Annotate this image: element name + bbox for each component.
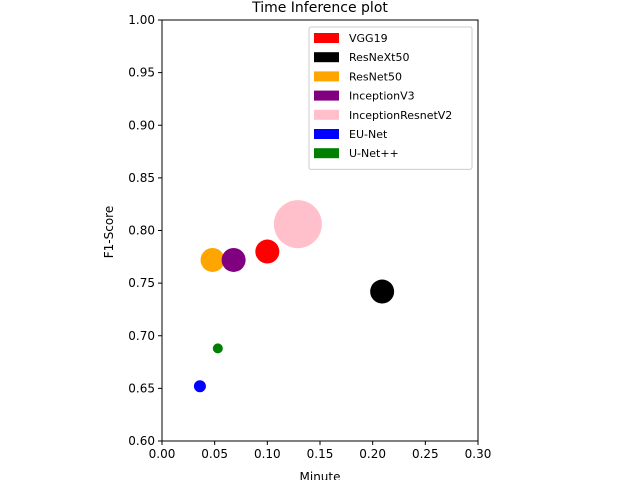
y-tick-label: 0.75	[128, 276, 155, 290]
point-inceptionresnetv2	[273, 200, 322, 249]
x-tick-label: 0.05	[201, 447, 228, 461]
x-tick-label: 0.30	[465, 447, 492, 461]
x-tick-label: 0.00	[149, 447, 176, 461]
legend-swatch	[314, 148, 339, 159]
point-eu-net	[193, 380, 206, 393]
y-tick-label: 0.60	[128, 434, 155, 448]
x-axis-ticks: 0.00 0.05 0.10 0.15 0.20 0.25 0.30	[149, 441, 492, 461]
legend: VGG19 ResNeXt50 ResNet50 InceptionV3 Incepti…	[308, 26, 473, 170]
y-tick-label: 0.95	[128, 66, 155, 80]
legend-swatch	[314, 129, 339, 139]
y-tick-label: 0.80	[128, 224, 155, 238]
legend-swatch	[314, 90, 339, 101]
legend-swatch	[314, 109, 339, 120]
legend-label: ResNeXt50	[349, 51, 410, 64]
legend-label: U-Net++	[349, 147, 399, 160]
legend-swatch	[314, 71, 339, 82]
y-axis-label: F1-Score	[102, 206, 116, 258]
legend-box	[308, 26, 473, 170]
legend-label: VGG19	[349, 32, 388, 45]
y-tick-label: 0.85	[128, 171, 155, 185]
data-points	[193, 200, 395, 393]
y-tick-label: 0.70	[128, 329, 155, 343]
legend-label: InceptionResnetV2	[349, 109, 452, 122]
x-tick-label: 0.25	[412, 447, 439, 461]
point-resnet50	[200, 247, 225, 272]
legend-swatch	[314, 33, 339, 43]
legend-label: InceptionV3	[349, 90, 415, 103]
y-tick-label: 0.65	[128, 381, 155, 395]
legend-swatch	[314, 52, 339, 63]
point-u-net-	[212, 343, 223, 354]
legend-label: EU-Net	[349, 128, 388, 141]
y-tick-label: 1.00	[128, 13, 155, 27]
y-axis-ticks: 0.60 0.65 0.70 0.75 0.80 0.85 0.90 0.95 1.00	[128, 13, 162, 448]
point-inceptionv3	[221, 247, 246, 272]
point-resnext50	[370, 279, 395, 304]
legend-label: ResNet50	[349, 70, 402, 83]
chart-title: Time Inference plot	[251, 0, 388, 16]
y-tick-label: 0.90	[128, 118, 155, 132]
x-tick-label: 0.10	[254, 447, 281, 461]
x-tick-label: 0.15	[307, 447, 334, 461]
point-vgg19	[255, 239, 280, 264]
x-axis-label: Minute	[300, 470, 341, 480]
x-tick-label: 0.20	[359, 447, 386, 461]
